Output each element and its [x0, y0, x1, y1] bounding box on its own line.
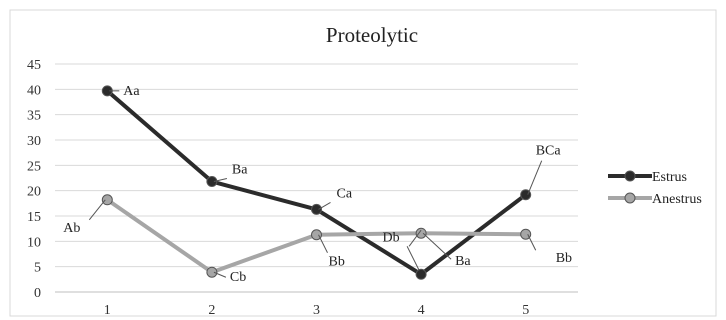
y-tick-label: 35 — [27, 109, 41, 124]
label-leader — [527, 160, 543, 195]
label-leader — [213, 271, 227, 278]
gridlines — [55, 63, 578, 293]
data-label: Bb — [329, 255, 345, 270]
data-label: Aa — [123, 84, 140, 99]
data-point-anestrus — [206, 266, 218, 278]
data-label: Db — [383, 230, 400, 245]
legend-label: Estrus — [652, 170, 687, 185]
label-leader — [406, 246, 420, 271]
label-leader — [88, 199, 106, 221]
label-leader — [213, 178, 228, 183]
x-tick-label: 2 — [208, 303, 215, 318]
data-label: Ba — [455, 254, 471, 269]
y-tick-label: 5 — [34, 261, 41, 276]
series-lines — [101, 85, 532, 280]
data-label: Ba — [232, 163, 248, 178]
data-point-estrus — [311, 203, 322, 215]
y-tick-label: 20 — [27, 185, 41, 200]
data-point-estrus — [206, 176, 218, 188]
data-label: Ca — [337, 186, 353, 201]
y-tick-label: 30 — [27, 134, 41, 149]
y-tick-label: 10 — [27, 235, 41, 250]
data-label: BCa — [536, 144, 562, 159]
legend-swatch-marker — [624, 170, 636, 182]
y-tick-label: 40 — [27, 83, 41, 98]
label-leader — [527, 234, 537, 251]
data-point-anestrus — [101, 194, 113, 206]
chart-frame — [9, 9, 717, 317]
x-tick-label: 4 — [418, 303, 425, 318]
data-labels: Aa Ba Ca Db BCa Ab Cb Bb Ba Bb — [63, 84, 572, 285]
data-point-anestrus — [311, 229, 322, 241]
data-point-estrus — [415, 268, 427, 280]
x-tick-label: 3 — [313, 303, 320, 318]
data-label: Cb — [230, 270, 246, 285]
y-tick-label: 45 — [27, 58, 41, 73]
label-leader — [422, 232, 452, 260]
legend-swatch-marker — [624, 192, 636, 204]
legend-label: Anestrus — [652, 192, 702, 207]
y-tick-label: 15 — [27, 210, 41, 225]
x-tick-label: 5 — [522, 303, 529, 318]
data-label: Ab — [63, 221, 80, 236]
label-leader — [318, 234, 328, 253]
data-label: Bb — [556, 251, 572, 266]
label-leader — [318, 201, 331, 210]
data-point-anestrus — [520, 228, 532, 240]
chart-title: Proteolytic — [326, 23, 418, 47]
label-leader — [408, 229, 422, 247]
data-point-anestrus — [415, 227, 427, 239]
x-tick-label: 1 — [104, 303, 111, 318]
y-tick-label: 0 — [34, 286, 41, 301]
y-tick-label: 25 — [27, 159, 41, 174]
legend: Estrus Anestrus — [608, 170, 702, 207]
